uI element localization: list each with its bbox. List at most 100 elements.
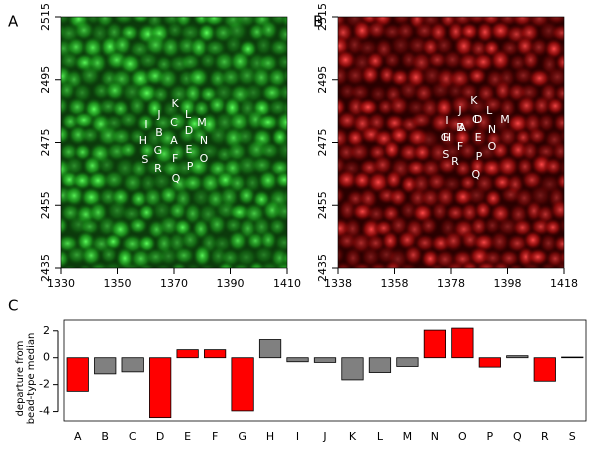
bead bbox=[130, 17, 151, 25]
bead bbox=[278, 0, 297, 15]
bead bbox=[137, 262, 156, 268]
bead bbox=[531, 94, 552, 117]
bead bbox=[156, 67, 179, 91]
x-tick-label: K bbox=[349, 430, 357, 443]
bead bbox=[78, 64, 101, 87]
bead bbox=[184, 262, 203, 268]
bead bbox=[168, 142, 187, 163]
bead bbox=[560, 17, 564, 25]
bead bbox=[387, 94, 410, 117]
bead bbox=[549, 198, 564, 221]
bar bbox=[286, 357, 309, 363]
x-tick-label: 1330 bbox=[47, 277, 75, 290]
bar bbox=[149, 357, 172, 419]
bead bbox=[197, 0, 217, 12]
bead bbox=[119, 140, 138, 159]
bead bbox=[466, 66, 488, 86]
y-tick-label: 2475 bbox=[39, 129, 52, 157]
bead bbox=[545, 96, 564, 116]
x-tick-label: P bbox=[487, 430, 494, 443]
bead bbox=[566, 80, 586, 99]
bead-label: M bbox=[500, 113, 510, 126]
bead bbox=[565, 201, 587, 220]
bead bbox=[181, 0, 203, 13]
bead bbox=[440, 0, 464, 11]
x-tick-label: C bbox=[129, 430, 137, 443]
bead bbox=[186, 155, 211, 178]
bead bbox=[384, 169, 403, 191]
bead bbox=[237, 185, 256, 206]
bead bbox=[61, 264, 79, 268]
bead bbox=[224, 34, 244, 55]
bead bbox=[543, 218, 563, 237]
x-tick-label: H bbox=[266, 430, 274, 443]
bead bbox=[153, 263, 173, 268]
bead-label: I bbox=[445, 114, 448, 127]
bead bbox=[364, 0, 386, 14]
bead bbox=[289, 232, 310, 256]
x-tick-label: Q bbox=[513, 430, 522, 443]
x-tick-label: G bbox=[238, 430, 247, 443]
bead bbox=[475, 20, 495, 44]
plot-frame bbox=[63, 319, 587, 422]
y-tick-label: 0 bbox=[43, 351, 50, 364]
bead bbox=[93, 0, 112, 14]
bead-label: O bbox=[488, 140, 497, 153]
bead bbox=[559, 127, 564, 144]
bead bbox=[539, 261, 558, 268]
bead-label: P bbox=[187, 160, 194, 173]
x-tick-label: 1370 bbox=[160, 277, 188, 290]
y-tick-label: 2515 bbox=[39, 3, 52, 31]
bead bbox=[190, 126, 209, 145]
bead bbox=[399, 0, 418, 10]
bead bbox=[170, 261, 188, 268]
bead bbox=[397, 261, 419, 268]
bead bbox=[283, 157, 287, 172]
bead bbox=[350, 261, 374, 268]
bead bbox=[286, 225, 287, 233]
bead bbox=[430, 200, 449, 223]
bead bbox=[198, 263, 217, 268]
bead-label: F bbox=[172, 152, 178, 165]
y-tick-label: 2515 bbox=[316, 3, 329, 31]
bead bbox=[552, 234, 564, 253]
bead bbox=[72, 19, 95, 41]
bead bbox=[567, 112, 588, 135]
bead bbox=[489, 230, 511, 254]
bead bbox=[259, 0, 279, 12]
bead-label: M bbox=[197, 116, 207, 129]
bead bbox=[127, 127, 148, 146]
bead bbox=[442, 229, 464, 253]
bead bbox=[429, 80, 452, 101]
bead bbox=[258, 141, 281, 160]
y-tick-label: -4 bbox=[39, 405, 50, 418]
bead bbox=[343, 64, 367, 87]
x-tick-label: 1398 bbox=[494, 277, 522, 290]
bead bbox=[292, 142, 314, 160]
x-tick-label: 1418 bbox=[550, 277, 578, 290]
bead bbox=[543, 156, 563, 177]
bar bbox=[231, 357, 254, 412]
bead-label: G bbox=[154, 144, 163, 157]
bead bbox=[243, 0, 267, 13]
bead bbox=[80, 244, 102, 267]
bead-label: L bbox=[185, 108, 192, 121]
x-tick-label: A bbox=[74, 430, 82, 443]
bead bbox=[291, 203, 313, 223]
bead bbox=[216, 260, 236, 268]
bar bbox=[396, 357, 419, 367]
bead bbox=[135, 0, 155, 13]
bead-label: E bbox=[475, 131, 482, 144]
bead-label: R bbox=[154, 162, 162, 175]
bead bbox=[61, 215, 69, 236]
bar bbox=[533, 357, 556, 382]
bead bbox=[36, 38, 59, 59]
y-tick-label: 2455 bbox=[39, 191, 52, 219]
bead bbox=[61, 178, 62, 183]
bead bbox=[274, 261, 287, 268]
bead bbox=[453, 158, 473, 179]
bead bbox=[61, 79, 76, 101]
bead-label: J bbox=[457, 104, 461, 117]
y-tick-label: -2 bbox=[39, 378, 50, 391]
